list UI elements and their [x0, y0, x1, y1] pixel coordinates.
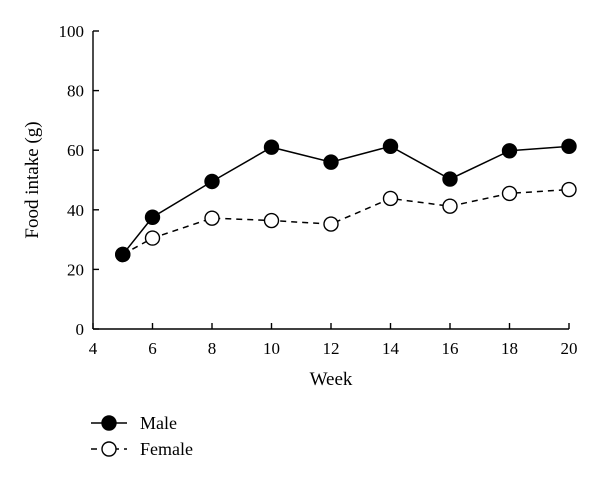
data-point-female	[204, 210, 220, 226]
data-point-female	[501, 185, 518, 202]
y-tick-label: 60	[67, 141, 84, 160]
y-tick-label: 40	[67, 201, 84, 220]
data-point-male	[204, 173, 220, 190]
series-line-male	[122, 145, 570, 255]
x-tick-label: 8	[208, 339, 217, 358]
data-point-female	[442, 198, 458, 214]
data-point-female	[561, 181, 577, 198]
legend: Male Female	[91, 413, 193, 459]
series-line-female	[122, 188, 570, 256]
y-axis-title: Food intake (g)	[22, 121, 43, 238]
legend-marker-female	[101, 441, 117, 457]
y-tick-label: 0	[76, 320, 85, 339]
data-point-male	[144, 209, 161, 225]
data-point-male	[115, 246, 131, 263]
y-tick-label: 80	[67, 82, 84, 101]
data-point-male	[323, 154, 339, 170]
legend-label-female: Female	[140, 439, 193, 459]
data-point-male	[442, 171, 458, 187]
series-male	[115, 138, 577, 263]
x-tick-label: 6	[148, 339, 157, 358]
data-point-female	[263, 212, 280, 229]
x-tick-label: 20	[561, 339, 578, 358]
axes: 0 20 40 60 80 100 4 6 8 10 12 14 16 18 20	[59, 22, 578, 358]
legend-label-male: Male	[140, 413, 177, 433]
y-tick-label: 20	[67, 260, 84, 279]
legend-item-male: Male	[91, 413, 177, 433]
data-point-male	[382, 138, 399, 155]
legend-item-female: Female	[91, 439, 193, 459]
series-layer	[115, 138, 577, 263]
x-tick-label: 18	[501, 339, 518, 358]
data-point-female	[144, 230, 161, 246]
data-point-male	[561, 138, 577, 155]
data-point-female	[382, 190, 399, 207]
x-tick-label: 4	[89, 339, 98, 358]
series-female	[115, 181, 577, 263]
data-point-male	[501, 143, 518, 159]
x-tick-label: 12	[323, 339, 340, 358]
data-point-female	[323, 216, 339, 232]
x-tick-label: 14	[382, 339, 400, 358]
y-tick-label: 100	[59, 22, 85, 41]
x-tick-label: 10	[263, 339, 280, 358]
x-axis-title: Week	[310, 369, 353, 390]
x-tick-label: 16	[442, 339, 459, 358]
legend-marker-male	[101, 415, 117, 431]
data-point-male	[263, 139, 280, 155]
